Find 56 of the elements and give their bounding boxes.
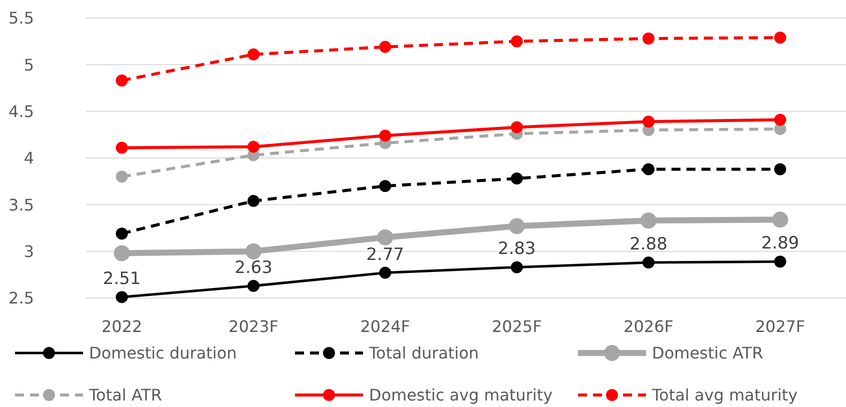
point [116, 142, 128, 154]
point [248, 48, 260, 60]
point [379, 40, 392, 53]
point [248, 280, 260, 292]
point [642, 32, 654, 45]
point [774, 32, 786, 44]
point [510, 35, 523, 48]
point [379, 266, 392, 279]
x-tick-label: 2026F [624, 317, 674, 336]
point [116, 74, 128, 87]
data-label: 2.83 [498, 239, 536, 260]
y-tick-label: 3 [24, 242, 34, 261]
point [640, 212, 656, 229]
data-label: 2.63 [234, 258, 272, 278]
point [774, 256, 786, 268]
point [116, 228, 128, 240]
point [116, 291, 128, 304]
point [248, 194, 260, 207]
point [508, 218, 525, 234]
point [510, 172, 523, 185]
legend-label: Total duration [368, 344, 479, 363]
data-label: 2.88 [630, 234, 668, 255]
legend-label: Domestic avg maturity [369, 386, 553, 405]
point [379, 180, 392, 192]
point [642, 256, 654, 269]
legend-label: Domestic duration [89, 344, 237, 363]
point [642, 116, 654, 128]
point [642, 163, 654, 176]
point [772, 212, 788, 228]
x-tick-label: 2023F [228, 317, 278, 336]
y-tick-label: 4 [24, 148, 34, 168]
point [510, 261, 523, 274]
point [246, 243, 262, 260]
data-label: 2.89 [761, 234, 800, 254]
point [379, 130, 392, 142]
y-tick-label: 5.5 [8, 8, 34, 28]
legend-label: Total ATR [88, 386, 162, 405]
point [377, 229, 394, 246]
point [116, 170, 128, 183]
x-tick-label: 2022 [101, 317, 142, 336]
x-tick-label: 2025F [492, 317, 542, 336]
data-label: 2.51 [102, 269, 141, 290]
point [114, 245, 130, 262]
y-tick-label: 4.5 [8, 102, 34, 121]
x-tick-label: 2024F [360, 317, 410, 336]
point [774, 163, 786, 176]
y-tick-label: 5 [24, 55, 34, 74]
x-tick-label: 2027F [755, 317, 806, 336]
point [774, 114, 786, 126]
point [248, 140, 260, 153]
data-label: 2.77 [366, 244, 404, 265]
y-tick-label: 3.5 [8, 195, 34, 214]
point [510, 121, 523, 134]
legend-label: Total avg maturity [651, 386, 798, 405]
y-tick-label: 2.5 [8, 288, 34, 308]
legend-label: Domestic ATR [652, 344, 764, 363]
